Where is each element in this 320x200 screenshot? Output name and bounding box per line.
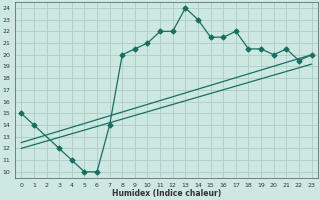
X-axis label: Humidex (Indice chaleur): Humidex (Indice chaleur) xyxy=(112,189,221,198)
